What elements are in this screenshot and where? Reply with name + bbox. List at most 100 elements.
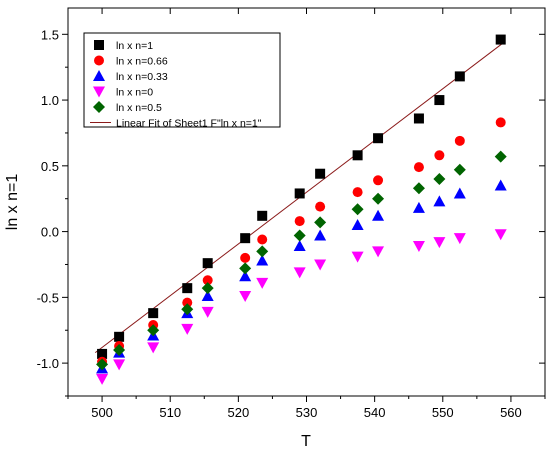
data-point xyxy=(147,324,160,337)
data-point xyxy=(181,323,194,335)
data-point xyxy=(293,267,306,279)
y-tick-label: -1.0 xyxy=(37,356,59,371)
data-point xyxy=(372,209,385,221)
legend-label: Linear Fit of Sheet1 F"ln x n=1" xyxy=(116,118,262,130)
data-point xyxy=(433,172,446,185)
data-point xyxy=(413,113,424,124)
series-4 xyxy=(96,150,507,371)
data-point xyxy=(434,95,445,106)
data-point xyxy=(182,283,193,294)
data-point xyxy=(495,34,506,45)
data-point xyxy=(294,216,305,227)
data-point xyxy=(454,71,465,82)
data-point xyxy=(413,162,424,173)
legend-label: ln x n=0.66 xyxy=(116,56,168,68)
data-point xyxy=(352,150,363,161)
data-point xyxy=(351,251,364,263)
data-point xyxy=(148,308,159,319)
data-point xyxy=(256,254,269,266)
data-point xyxy=(314,229,327,241)
x-tick-label: 550 xyxy=(432,405,454,420)
data-point xyxy=(351,219,364,231)
legend-label: ln x n=0.33 xyxy=(116,71,168,83)
data-point xyxy=(314,259,327,271)
data-point xyxy=(494,229,507,241)
y-tick-label: 0.5 xyxy=(41,159,59,174)
data-point xyxy=(351,203,364,216)
data-point xyxy=(256,277,269,289)
y-tick-label: 1.5 xyxy=(41,27,59,42)
x-tick-label: 520 xyxy=(228,405,250,420)
data-point xyxy=(96,358,109,371)
x-tick-label: 530 xyxy=(296,405,318,420)
legend-marker xyxy=(93,86,105,98)
y-tick-label: 1.0 xyxy=(41,93,59,108)
data-point xyxy=(114,331,125,342)
series-0 xyxy=(97,34,506,359)
data-point xyxy=(202,275,213,286)
legend-box xyxy=(83,32,281,128)
legend-marker xyxy=(93,101,105,113)
series-2 xyxy=(96,179,507,374)
legend: ln x n=1 ln x n=0.66 ln x n=0.33 ln x n=0 ln… xyxy=(83,32,281,130)
data-point xyxy=(97,348,108,359)
data-point xyxy=(201,282,214,295)
legend-label: ln x n=0 xyxy=(116,87,153,99)
data-point xyxy=(412,241,425,253)
legend-label: ln x n=1 xyxy=(116,40,153,52)
data-point xyxy=(256,245,269,258)
data-point xyxy=(293,240,306,252)
data-point xyxy=(454,135,465,146)
data-point xyxy=(257,210,268,221)
legend-marker xyxy=(93,70,105,81)
data-point xyxy=(433,195,446,207)
data-point xyxy=(201,306,214,318)
x-tick-label: 560 xyxy=(500,405,522,420)
data-point xyxy=(96,373,109,385)
data-point xyxy=(372,246,385,258)
legend-label: ln x n=0.5 xyxy=(116,102,162,114)
data-point xyxy=(240,233,251,244)
data-point xyxy=(257,234,268,245)
data-point xyxy=(453,233,466,245)
data-point xyxy=(373,175,384,186)
data-point xyxy=(433,237,446,249)
data-point xyxy=(495,117,506,128)
data-point xyxy=(181,303,194,316)
data-point xyxy=(202,258,213,269)
data-point xyxy=(182,297,193,308)
x-tick-label: 540 xyxy=(364,405,386,420)
data-point xyxy=(412,182,425,195)
data-point xyxy=(294,188,305,199)
data-point xyxy=(240,252,251,263)
data-point xyxy=(239,270,252,282)
data-point xyxy=(239,262,252,275)
y-axis-title: ln x n=1 xyxy=(4,174,21,231)
legend-marker xyxy=(94,55,104,66)
series-3 xyxy=(96,229,507,385)
data-point xyxy=(494,150,507,163)
data-point xyxy=(239,291,252,303)
legend-marker xyxy=(94,40,104,50)
data-point xyxy=(453,163,466,176)
x-tick-label: 510 xyxy=(159,405,181,420)
y-tick-label: 0.0 xyxy=(41,225,59,240)
y-tick-label: -0.5 xyxy=(37,290,59,305)
data-point xyxy=(293,229,306,242)
data-point xyxy=(315,201,326,212)
data-point xyxy=(314,216,327,229)
data-point xyxy=(113,359,126,371)
series-1 xyxy=(97,117,506,367)
data-point xyxy=(147,342,160,354)
data-point xyxy=(494,179,507,191)
data-point xyxy=(434,150,445,161)
data-point xyxy=(373,133,384,144)
data-point xyxy=(113,343,126,356)
data-point xyxy=(201,290,214,302)
data-point xyxy=(453,187,466,199)
data-point xyxy=(315,168,326,179)
data-point xyxy=(352,187,363,198)
x-tick-label: 500 xyxy=(91,405,113,420)
data-point xyxy=(372,192,385,205)
